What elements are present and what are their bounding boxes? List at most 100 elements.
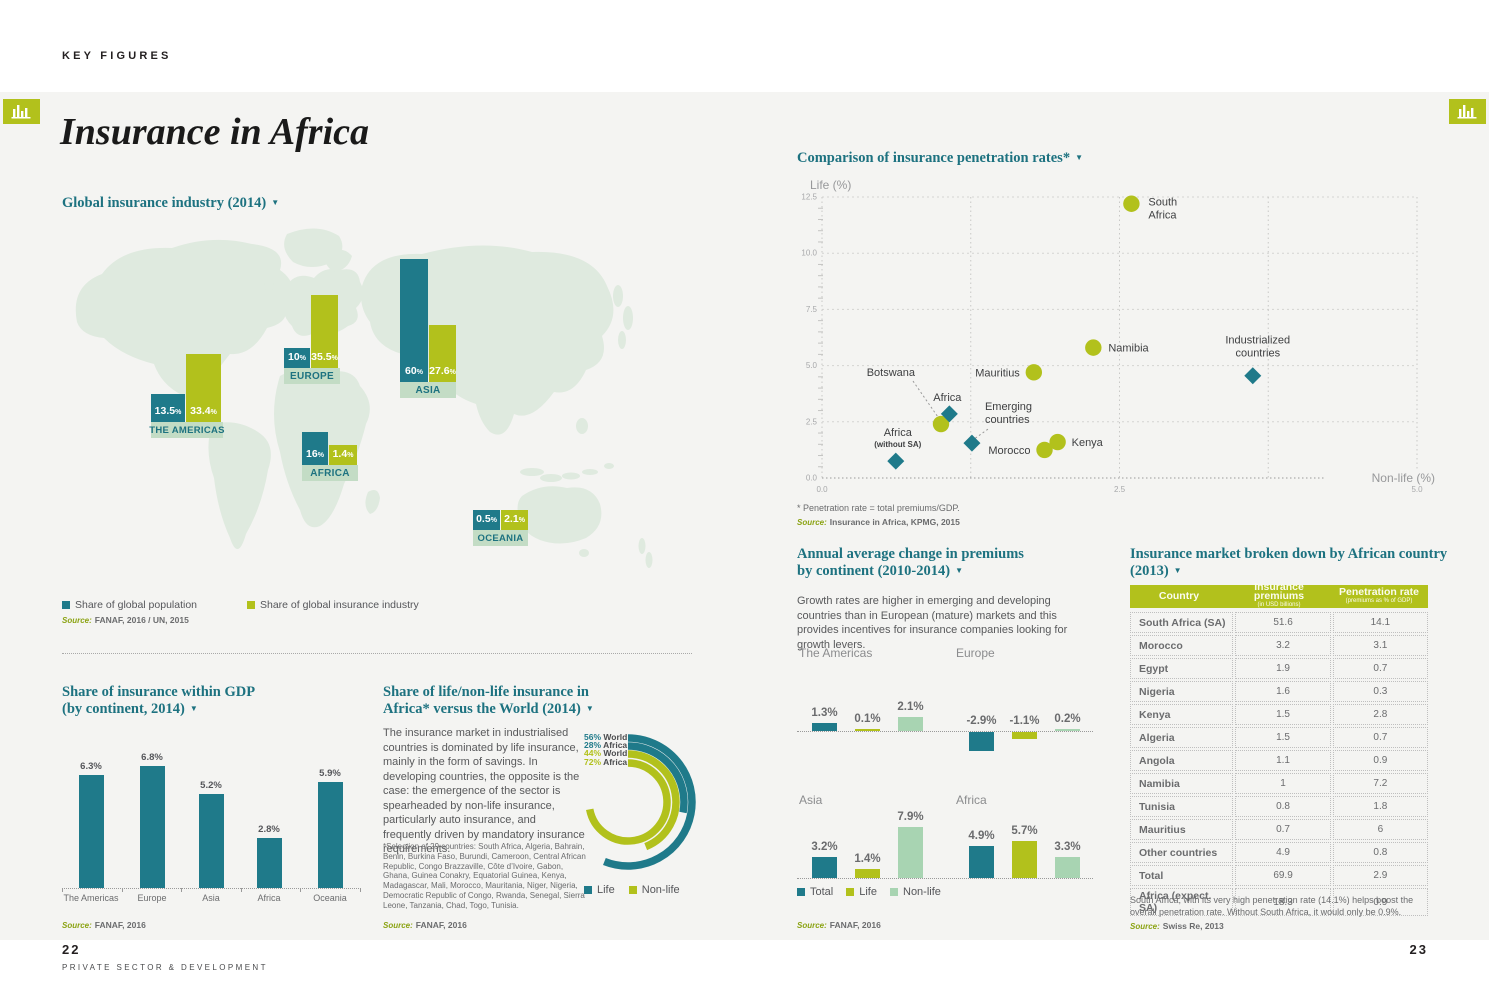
- page-title: Insurance in Africa: [60, 111, 369, 153]
- market-table: South Africa (SA) 51.6 14.1 Morocco 3.2 3.1 Eg…: [1128, 610, 1430, 918]
- source-line: Source: Swiss Re, 2013: [1130, 921, 1224, 931]
- life-nonlife-body: The insurance market in industrialised c…: [383, 727, 585, 855]
- premiums-cell: 1.5: [1235, 727, 1331, 748]
- premiums-value-label: 0.1%: [854, 713, 881, 725]
- gdp-bar: [139, 765, 165, 888]
- point-africa: [940, 405, 958, 423]
- premiums-cell: 3.2: [1235, 635, 1331, 656]
- x-axis-label: Non-life (%): [1372, 471, 1435, 485]
- premiums-body: Growth rates are higher in emerging and …: [797, 595, 1068, 651]
- premiums-baseline: [797, 878, 1093, 879]
- rate-cell: 0.3: [1332, 681, 1428, 702]
- gdp-value-label: 5.9%: [319, 767, 341, 779]
- bar-chart-icon: [3, 99, 40, 124]
- svg-text:12.5: 12.5: [801, 193, 817, 202]
- point-africa-without-sa-: [887, 452, 905, 470]
- country-cell: Algeria: [1130, 727, 1234, 748]
- premiums-bar-life: [855, 868, 880, 878]
- arc-africa-life: [627, 742, 688, 814]
- svg-text:0.0: 0.0: [806, 474, 818, 483]
- table-row: Total 69.9 2.9: [1130, 865, 1428, 886]
- table-row: Tunisia 0.8 1.8: [1130, 796, 1428, 817]
- source-line: Source: FANAF, 2016: [62, 920, 146, 930]
- legend-item-life: Life: [584, 884, 615, 896]
- arc-label: 28% Africa: [584, 740, 628, 750]
- svg-text:0.0: 0.0: [816, 485, 828, 494]
- dropdown-arrow-icon: ▼: [271, 198, 280, 207]
- gdp-category-label: Africa: [257, 893, 281, 903]
- arc-label: 56% World: [584, 732, 628, 742]
- source-line: Source: Insurance in Africa, KPMG, 2015: [797, 517, 960, 527]
- premiums-group-label: Africa: [956, 793, 987, 807]
- bar-value-label: 13.5%: [154, 404, 182, 417]
- gdp-share-chart: 6.3% The Americas 6.8% Europe 5.2% Asia 2.8% Af…: [62, 738, 394, 908]
- premiums-bar-non-life: [898, 826, 923, 878]
- header-cell: Insurance premiums (in USD billions): [1253, 581, 1305, 608]
- bar-value-label: 10%: [288, 351, 306, 363]
- rate-cell: 0.7: [1332, 658, 1428, 679]
- premiums-cell: 1.6: [1235, 681, 1331, 702]
- premiums-group-label: Asia: [799, 793, 823, 807]
- map-bar-population: 13.5%: [151, 394, 185, 422]
- continent-label: EUROPE: [284, 368, 340, 384]
- gdp-value-label: 2.8%: [258, 823, 280, 835]
- rate-cell: 1.8: [1332, 796, 1428, 817]
- arc-world-non-life: [627, 750, 680, 851]
- premiums-value-label: 1.3%: [811, 706, 838, 719]
- table-row: Kenya 1.5 2.8: [1130, 704, 1428, 725]
- bar-chart-icon: [1449, 99, 1486, 124]
- table-row: Nigeria 1.6 0.3: [1130, 681, 1428, 702]
- premiums-value-label: 3.2%: [811, 841, 838, 854]
- life-nonlife-footnote: *Selection of 29 countries: South Africa…: [383, 842, 586, 910]
- point-label: Emerging countries: [985, 401, 1032, 426]
- rate-cell: 2.8: [1332, 704, 1428, 725]
- legend-swatch: [846, 888, 855, 896]
- premiums-bar-total: [812, 857, 837, 878]
- market-table-header: Country Insurance premiums (in USD billion…: [1130, 581, 1428, 608]
- arc-africa-non-life: [586, 759, 671, 845]
- premiums-cell: 1.5: [1235, 704, 1331, 725]
- bar-chart-glyph: [1457, 105, 1476, 119]
- rate-cell: 3.1: [1332, 635, 1428, 656]
- legend-item-total: Total: [797, 886, 833, 898]
- market-table-heading: Insurance market broken down by African …: [1130, 546, 1448, 579]
- premiums-bar-life: [1012, 732, 1037, 740]
- country-cell: Egypt: [1130, 658, 1234, 679]
- country-cell: Namibia: [1130, 773, 1234, 794]
- premiums-value-label: -1.1%: [1009, 715, 1040, 727]
- country-cell: Africa (expect. SA): [1130, 888, 1234, 916]
- legend-item-non-life: Non-life: [890, 886, 941, 898]
- source-line: Source: FANAF, 2016 / UN, 2015: [62, 615, 189, 625]
- legend-item-insurance: Share of global insurance industry: [247, 599, 419, 611]
- premiums-heading: Annual average change in premiums by con…: [797, 546, 1024, 579]
- world-map-chart: 13.5% 33.4% THE AMERICAS 10% 35.5% EUROPE 60% 2…: [62, 226, 692, 578]
- svg-text:5.0: 5.0: [1411, 485, 1423, 494]
- eyebrow: KEY FIGURES: [62, 50, 172, 62]
- gdp-value-label: 5.2%: [200, 780, 222, 792]
- gdp-bar: [198, 794, 224, 888]
- rate-cell: 2.9: [1332, 865, 1428, 886]
- market-table-body: South Africa (SA) 51.6 14.1 Morocco 3.2 3.1 Eg…: [1130, 610, 1430, 918]
- map-bar-insurance: 35.5%: [311, 295, 338, 368]
- point-label: South Africa: [1148, 197, 1177, 222]
- premiums-bar-life: [1012, 840, 1037, 878]
- legend-label: Non-life: [903, 886, 941, 898]
- axis-tick: [360, 888, 361, 892]
- country-cell: Angola: [1130, 750, 1234, 771]
- legend-item-population: Share of global population: [62, 599, 197, 611]
- premiums-group-label: The Americas: [799, 646, 873, 660]
- table-row: South Africa (SA) 51.6 14.1: [1130, 612, 1428, 633]
- premiums-value-label: 3.3%: [1054, 840, 1081, 853]
- gdp-category-label: The Americas: [63, 893, 119, 903]
- bar-value-label: 33.4%: [190, 404, 217, 417]
- point-label: Mauritius: [975, 367, 1020, 379]
- rate-cell: 7.2: [1332, 773, 1428, 794]
- header-cell: Penetration rate (premiums as % of GDP): [1339, 585, 1419, 604]
- rate-cell: 0.9: [1332, 750, 1428, 771]
- country-cell: South Africa (SA): [1130, 612, 1234, 633]
- legend-swatch: [247, 601, 255, 609]
- point-label: Africa: [933, 392, 962, 404]
- country-cell: Tunisia: [1130, 796, 1234, 817]
